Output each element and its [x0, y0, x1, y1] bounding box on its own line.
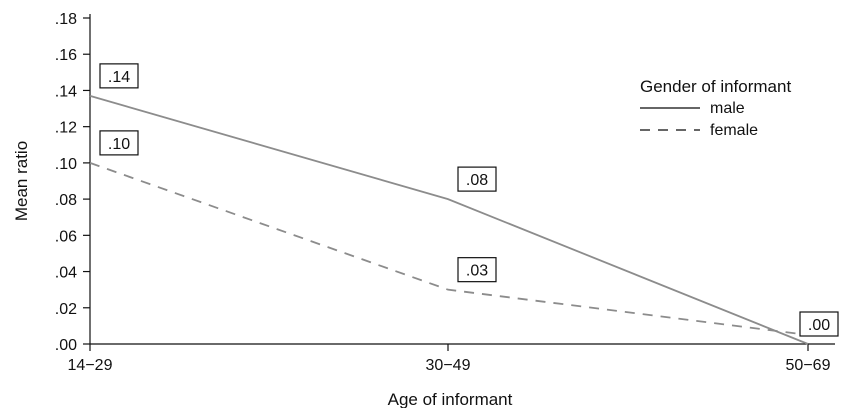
y-tick-label: .10	[55, 156, 77, 173]
x-axis: 14−29 30−49 50−69	[68, 343, 835, 374]
data-label-box	[99, 63, 139, 89]
data-label-box	[457, 166, 497, 192]
data-label-text: .00	[808, 317, 830, 334]
x-axis-title: Age of informant	[388, 390, 513, 408]
series-line-female	[89, 162, 809, 336]
y-axis-title: Mean ratio	[12, 141, 31, 221]
data-label: .10	[99, 130, 139, 156]
data-label: .08	[457, 166, 497, 192]
x-tick-label: 30−49	[426, 357, 471, 374]
data-label-text: .08	[466, 172, 488, 189]
legend-title: Gender of informant	[640, 77, 791, 96]
x-tick-label: 14−29	[68, 357, 113, 374]
data-label: .14	[99, 63, 139, 89]
data-label: .03	[457, 257, 497, 283]
data-label-text: .14	[108, 69, 130, 86]
legend-label: male	[710, 100, 745, 117]
x-tick-label: 50−69	[786, 357, 831, 374]
y-tick-label: .02	[55, 301, 77, 318]
y-tick-label: .18	[55, 11, 77, 28]
y-tick-label: .06	[55, 228, 77, 245]
y-tick-label: .14	[55, 83, 77, 100]
series-lines	[89, 95, 809, 345]
data-label-box	[457, 257, 497, 283]
data-label-text: .10	[108, 136, 130, 153]
data-label-box	[99, 130, 139, 156]
y-tick-label: .04	[55, 265, 77, 282]
data-label-text: .03	[466, 263, 488, 280]
y-tick-label: .08	[55, 192, 77, 209]
legend: Gender of informant male female	[640, 77, 791, 139]
y-tick-label: .16	[55, 47, 77, 64]
legend-label: female	[710, 122, 758, 139]
y-axis: .00 .02 .04 .06 .08 .10 .12 .14 .16 .18	[55, 11, 91, 354]
data-labels: .14 .08 .00 .10 .03	[99, 63, 839, 337]
data-label: .00	[799, 311, 839, 337]
series-line-male	[89, 95, 809, 345]
data-label-box	[799, 311, 839, 337]
y-tick-label: .00	[55, 337, 77, 354]
y-tick-label: .12	[55, 120, 77, 137]
